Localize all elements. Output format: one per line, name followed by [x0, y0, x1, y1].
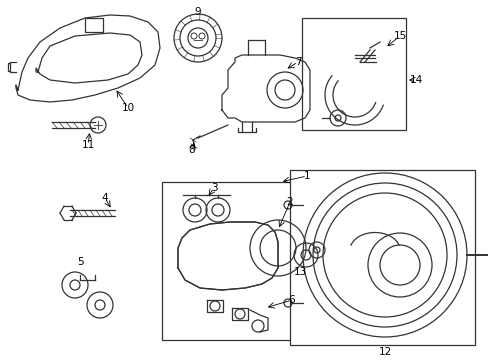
Text: 10: 10 [121, 103, 134, 113]
Text: 12: 12 [378, 347, 391, 357]
Text: 2: 2 [286, 197, 293, 207]
Text: 13: 13 [293, 267, 306, 277]
Bar [162, 182, 304, 340]
Text: 11: 11 [81, 140, 95, 150]
Text: 7: 7 [294, 57, 301, 67]
Text: 5: 5 [77, 257, 83, 267]
Text: 8: 8 [188, 145, 195, 155]
Bar [289, 170, 474, 345]
Text: 6: 6 [288, 295, 295, 305]
Text: 9: 9 [194, 7, 201, 17]
Text: 15: 15 [392, 31, 406, 41]
Bar [302, 18, 405, 130]
Text: 1: 1 [303, 171, 310, 181]
Text: 3: 3 [210, 183, 217, 193]
Text: 14: 14 [408, 75, 422, 85]
Bar [85, 18, 103, 32]
Text: 4: 4 [102, 193, 108, 203]
Polygon shape [178, 222, 278, 290]
